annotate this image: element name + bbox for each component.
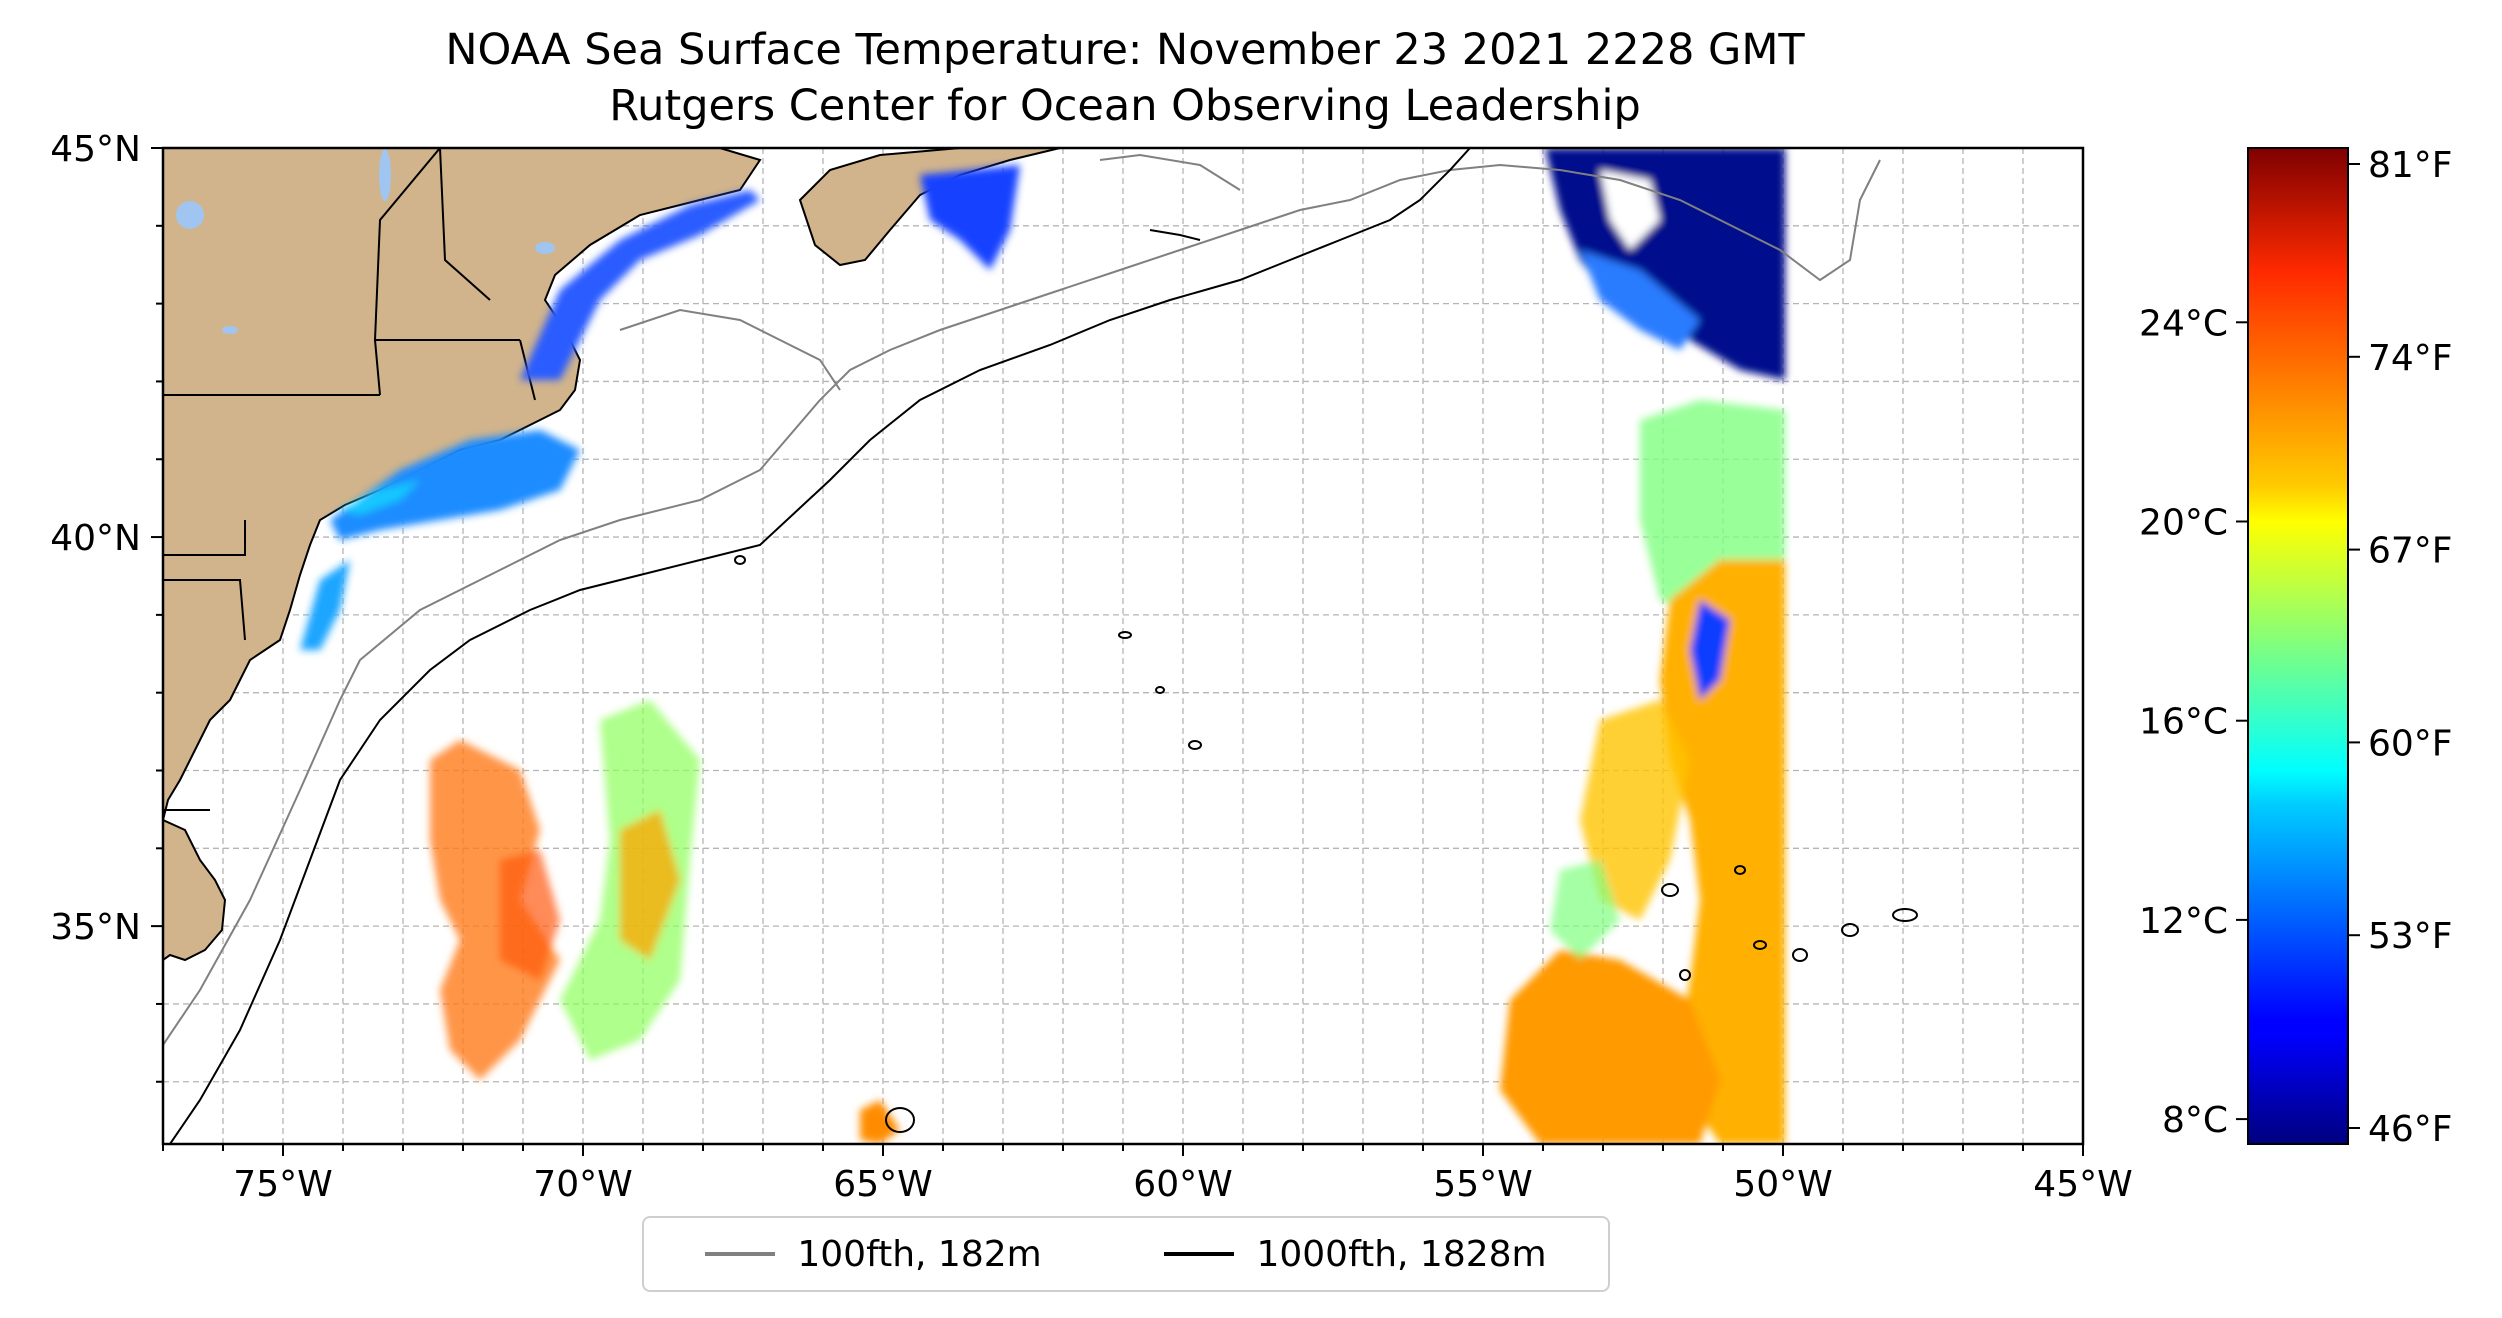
figure-title: NOAA Sea Surface Temperature: November 2… <box>165 22 2085 134</box>
sst-patches <box>300 148 1785 1144</box>
colorbar-fahrenheit-axis: 46°F 53°F 60°F 67°F 74°F 81°F <box>2348 145 2453 1150</box>
lon-tick-label: 45°W <box>2033 1164 2132 1205</box>
celsius-tick-label: 8°C <box>2162 1100 2228 1141</box>
fahrenheit-tick-label: 53°F <box>2368 916 2453 957</box>
lon-tick-label: 75°W <box>233 1164 332 1205</box>
latitude-axis: 35°N 40°N 45°N <box>50 129 163 1083</box>
title-line-1: NOAA Sea Surface Temperature: November 2… <box>445 25 1805 75</box>
isobath-legend: 100fth, 182m 1000fth, 1828m <box>642 1216 1610 1292</box>
lat-tick-label: 40°N <box>50 518 141 559</box>
legend-swatch-100fth <box>705 1252 776 1256</box>
legend-label-1000fth: 1000fth, 1828m <box>1256 1233 1547 1275</box>
lat-tick-label: 35°N <box>50 907 141 948</box>
legend-label-100fth: 100fth, 182m <box>797 1233 1042 1275</box>
legend-entry-1000fth: 1000fth, 1828m <box>1164 1233 1547 1275</box>
lon-tick-label: 65°W <box>833 1164 932 1205</box>
fahrenheit-tick-label: 67°F <box>2368 531 2453 572</box>
celsius-tick-label: 24°C <box>2139 303 2228 344</box>
colorbar: 8°C 12°C 16°C 20°C 24°C 46°F 53°F 60°F 67°F 74°F… <box>2139 145 2452 1150</box>
lakes <box>176 149 555 334</box>
lat-tick-label: 45°N <box>50 129 141 170</box>
celsius-tick-label: 20°C <box>2139 503 2228 544</box>
isobath-1000fth <box>169 148 1918 1144</box>
fahrenheit-tick-label: 81°F <box>2368 145 2453 186</box>
land-us-south <box>163 818 227 962</box>
isobath-100fth <box>163 153 1881 1046</box>
fahrenheit-tick-label: 60°F <box>2368 723 2453 764</box>
legend-entry-100fth: 100fth, 182m <box>705 1233 1042 1275</box>
colorbar-celsius-axis: 8°C 12°C 16°C 20°C 24°C <box>2139 303 2248 1141</box>
fahrenheit-tick-label: 74°F <box>2368 338 2453 379</box>
fahrenheit-tick-label: 46°F <box>2368 1109 2453 1150</box>
celsius-tick-label: 16°C <box>2139 702 2228 743</box>
lon-tick-label: 70°W <box>533 1164 632 1205</box>
lon-tick-label: 50°W <box>1733 1164 1832 1205</box>
lon-tick-label: 60°W <box>1133 1164 1232 1205</box>
colorbar-gradient <box>2247 147 2349 1145</box>
longitude-axis: 75°W 70°W 65°W 60°W 55°W 50°W 45°W <box>162 1144 2133 1205</box>
celsius-tick-label: 12°C <box>2139 901 2228 942</box>
title-line-2: Rutgers Center for Ocean Observing Leade… <box>609 81 1641 131</box>
lon-tick-label: 55°W <box>1433 1164 1532 1205</box>
legend-swatch-1000fth <box>1164 1252 1235 1256</box>
